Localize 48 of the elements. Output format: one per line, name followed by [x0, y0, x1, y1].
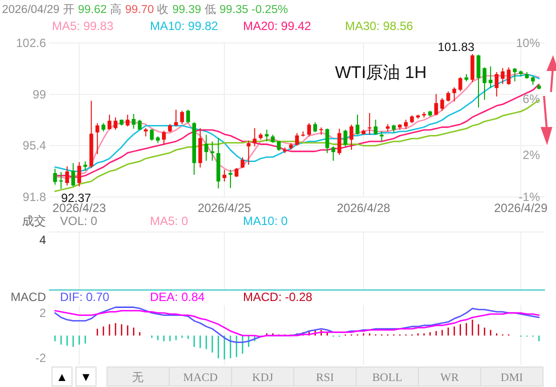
text: 99.70 [122, 4, 154, 16]
text: MA5: 0 [150, 214, 188, 228]
text: VOL: 0 [60, 214, 98, 228]
y-tick-label: 102.6 [16, 36, 46, 50]
chart-title: MACD [10, 290, 46, 304]
y-tick-label: -2 [35, 351, 46, 366]
text: WR [440, 372, 460, 384]
text: 4 [39, 233, 46, 247]
text: MA20: 99.42 [243, 19, 312, 33]
text: DMI [500, 372, 524, 384]
text: KDJ [252, 372, 274, 384]
y2-tick-label: -1% [518, 190, 540, 204]
text: MACD [183, 372, 218, 384]
series-label: DEA: 0.84 [150, 290, 206, 304]
y-tick-label: 99 [32, 87, 46, 102]
text: 99.62 [74, 4, 107, 16]
x-tick-label: 2026/4/28 [336, 201, 391, 215]
text: RSI [316, 372, 334, 384]
text: 收 [154, 3, 170, 16]
y2-tick-label: 2% [522, 148, 540, 162]
text: 99.35 [216, 4, 248, 16]
text: 开 [60, 3, 75, 16]
series-label: DIF: 0.70 [60, 290, 110, 304]
text: -0.25% [248, 4, 288, 16]
text: BOLL [372, 372, 402, 384]
text: WTI原油 1H [335, 63, 427, 82]
y2-tick-label: 10% [516, 36, 540, 50]
text: 无 [132, 371, 144, 384]
annotation: 101.83 [438, 40, 475, 54]
y-tick-label: 91.8 [22, 190, 46, 204]
x-tick-label: 2026/4/29 [494, 201, 548, 215]
text: 99.39 [169, 4, 202, 16]
x-tick-label: 2026/4/25 [198, 201, 252, 215]
text: ▼ [80, 370, 92, 384]
y2-tick-label: 6% [522, 92, 540, 106]
text: 成交 [22, 214, 46, 228]
y-tick-label: 95.4 [22, 138, 46, 153]
text: 高 [106, 2, 122, 16]
text: MA10: 0 [243, 214, 288, 228]
text: MA5: 99.83 [52, 19, 114, 33]
text: MA30: 98.56 [345, 19, 414, 33]
y-tick-label: 2 [39, 306, 46, 320]
text: MACD: -0.28 [243, 290, 313, 304]
text: ▲ [56, 370, 68, 384]
text: 低 [201, 3, 216, 16]
text: MA10: 99.82 [150, 19, 218, 33]
x-tick-label: 2026/4/23 [52, 201, 106, 215]
text: 2026/04/29 [2, 4, 60, 16]
